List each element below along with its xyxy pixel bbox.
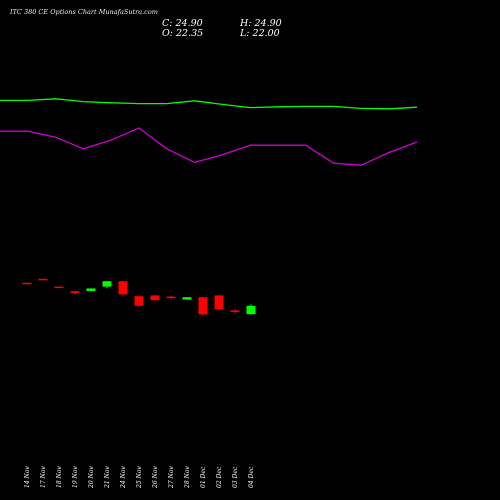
upper-indicator-line xyxy=(0,98,418,110)
candle-body xyxy=(214,295,224,310)
candle xyxy=(86,288,96,291)
candle xyxy=(182,297,192,300)
low-value: L: 22.00 xyxy=(240,28,280,39)
indicator-lines xyxy=(0,98,418,166)
date-label: 28 Nov xyxy=(184,466,191,489)
date-label: 19 Nov xyxy=(72,466,79,488)
candle xyxy=(38,278,48,281)
candle-body xyxy=(54,286,64,289)
candle xyxy=(102,281,112,289)
date-label: 26 Nov xyxy=(152,466,159,489)
candle-body xyxy=(182,297,192,300)
candle xyxy=(54,286,64,289)
candle xyxy=(150,295,160,301)
date-label: 25 Nov xyxy=(136,466,143,489)
open-value: O: 22.35 xyxy=(162,28,204,39)
candle-body xyxy=(38,278,48,281)
candle-body xyxy=(150,295,160,301)
date-label: 14 Nov xyxy=(24,466,31,488)
candle xyxy=(198,297,208,316)
date-label: 02 Dec xyxy=(216,466,223,488)
candles xyxy=(22,278,256,316)
date-label: 18 Nov xyxy=(56,466,63,488)
candle-body xyxy=(22,282,32,285)
candle-body xyxy=(118,281,128,295)
candle-body xyxy=(70,291,80,293)
date-label: 17 Nov xyxy=(40,466,47,488)
candle xyxy=(70,291,80,295)
candle-body xyxy=(246,305,256,315)
date-label: 24 Nov xyxy=(120,466,127,489)
date-label: 01 Dec xyxy=(200,466,207,488)
candle-body xyxy=(134,296,144,306)
date-label: 20 Nov xyxy=(88,466,95,489)
high-value: H: 24.90 xyxy=(240,18,282,29)
close-value: C: 24.90 xyxy=(162,18,203,29)
lower-indicator-line xyxy=(0,127,418,166)
candle-body xyxy=(166,296,176,299)
candle-body xyxy=(102,281,112,287)
candle-body xyxy=(198,297,208,315)
chart-title: ITC 380 CE Options Chart MunafaSutra.com xyxy=(10,8,158,16)
date-label: 27 Nov xyxy=(168,466,175,489)
date-axis: 14 Nov 17 Nov 18 Nov 19 Nov 20 Nov 21 Nov 24 N… xyxy=(24,466,255,489)
candle xyxy=(118,281,128,296)
candle xyxy=(246,304,256,315)
candle xyxy=(22,282,32,285)
candle xyxy=(214,295,224,310)
candle xyxy=(230,309,240,314)
date-label: 04 Dec xyxy=(248,466,255,488)
candle-body xyxy=(230,310,240,312)
candle-body xyxy=(86,288,96,291)
candle xyxy=(166,296,176,299)
date-label: 03 Dec xyxy=(232,466,239,488)
candle xyxy=(134,296,144,307)
date-label: 21 Nov xyxy=(104,466,111,489)
